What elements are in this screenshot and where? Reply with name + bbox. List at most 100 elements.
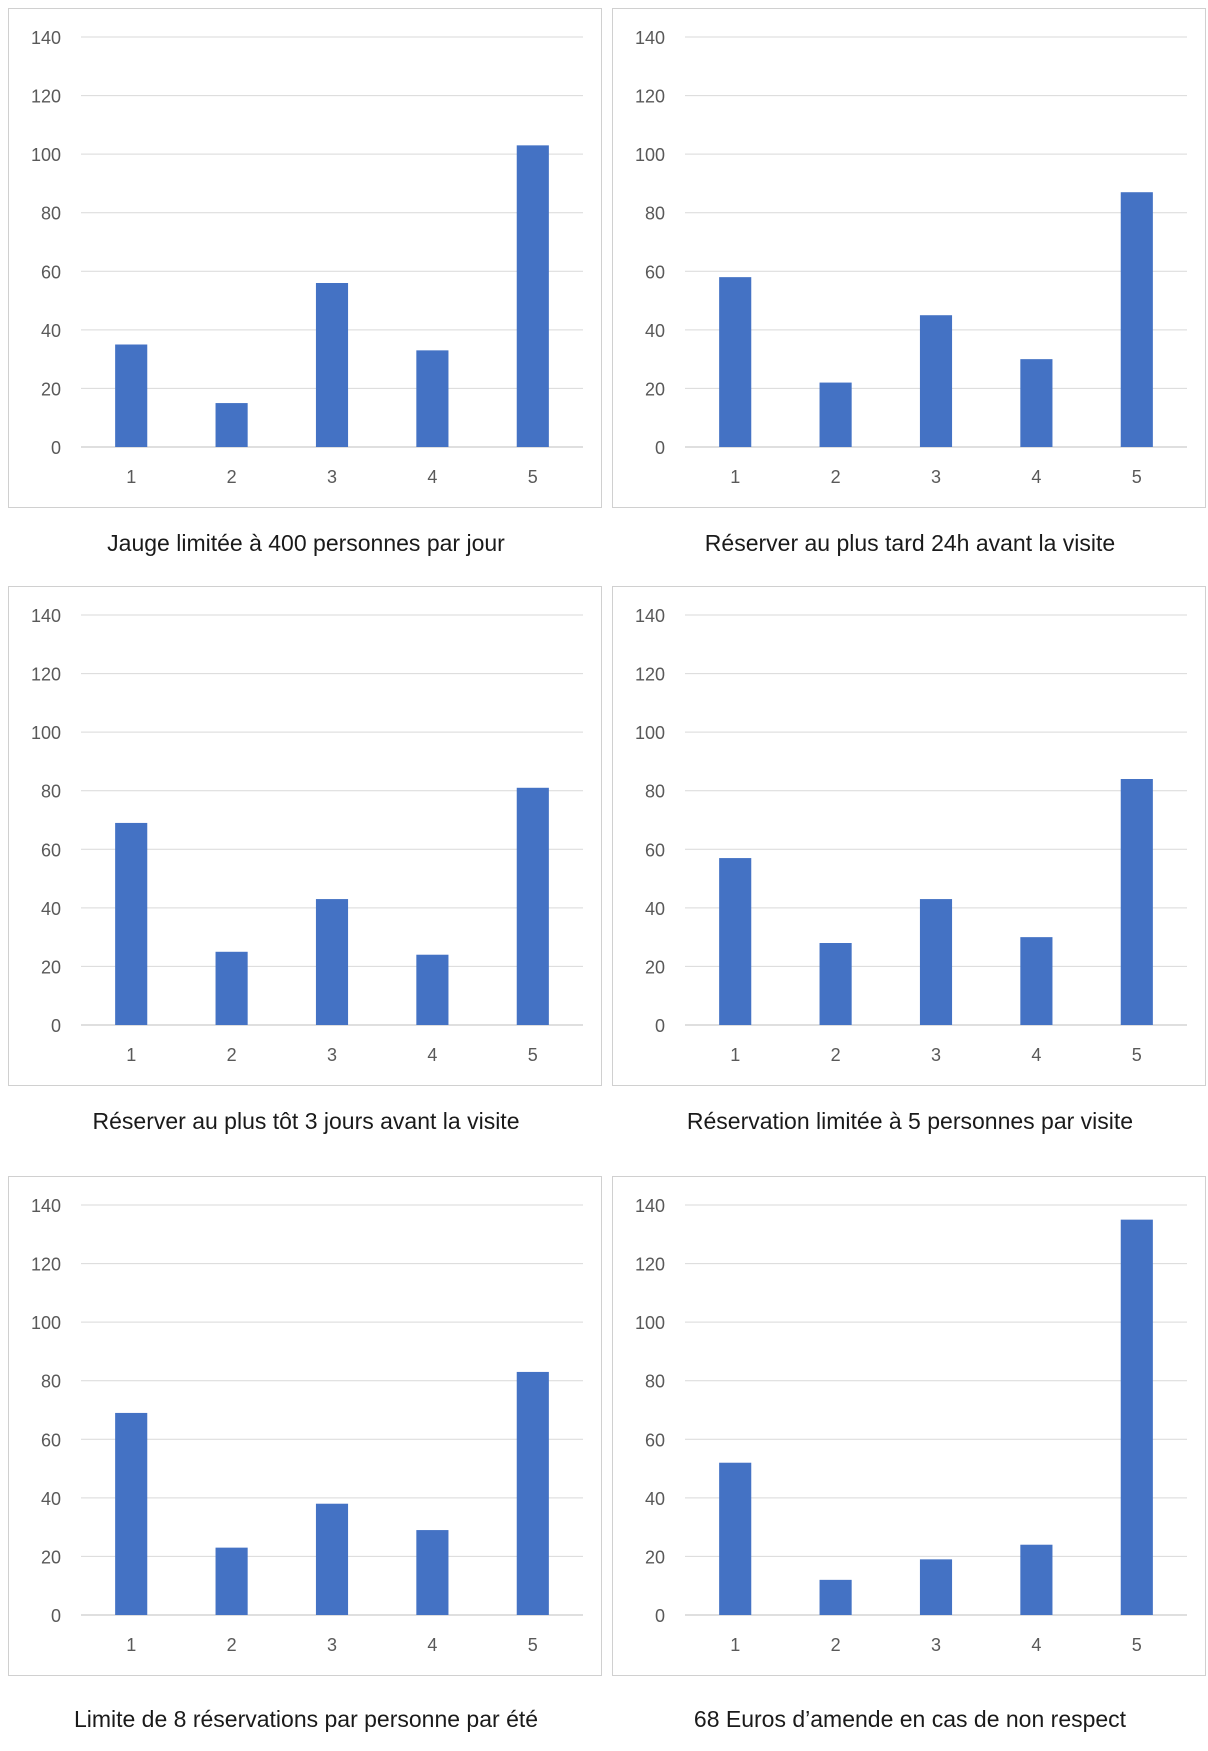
y-tick-label: 0 xyxy=(51,438,61,458)
x-tick-label: 1 xyxy=(730,467,740,487)
bar xyxy=(819,382,852,447)
bar xyxy=(115,344,148,447)
chart-6-caption: 68 Euros d’amende en cas de non respect xyxy=(693,1706,1127,1732)
chart-2-svg: 0 20 40 60 80 100 120 140 1 2 3 4 5 xyxy=(635,28,1187,487)
bar xyxy=(819,1579,852,1615)
chart-6: 0 20 40 60 80 100 120 140 1 2 3 4 5 xyxy=(612,1176,1206,1676)
chart-1-svg: 0 20 40 60 80 100 120 140 1 2 3 4 5 xyxy=(31,28,583,487)
y-tick-label: 60 xyxy=(645,840,665,860)
y-tick-label: 0 xyxy=(655,1606,665,1626)
bar xyxy=(516,1371,549,1615)
y-tick-label: 0 xyxy=(51,1606,61,1626)
x-tick-label: 2 xyxy=(227,467,237,487)
bar xyxy=(719,277,752,447)
bar xyxy=(919,899,953,1025)
y-tick-label: 60 xyxy=(41,262,61,282)
x-tick-label: 2 xyxy=(831,467,841,487)
y-tick-label: 80 xyxy=(645,204,665,224)
x-tick-label: 3 xyxy=(327,467,337,487)
bar xyxy=(416,350,449,447)
chart-5-caption: Limite de 8 réservations par personne pa… xyxy=(73,1706,539,1732)
x-tick-label: 2 xyxy=(227,1045,237,1065)
chart-6-svg: 0 20 40 60 80 100 120 140 1 2 3 4 5 xyxy=(635,1196,1187,1655)
bar xyxy=(115,822,148,1025)
x-tick-label: 1 xyxy=(126,1635,136,1655)
y-tick-label: 120 xyxy=(635,87,665,107)
bar xyxy=(1020,359,1053,447)
y-tick-label: 140 xyxy=(635,28,665,48)
y-tick-label: 120 xyxy=(635,665,665,685)
bar xyxy=(215,403,248,447)
bar xyxy=(215,951,248,1025)
y-tick-label: 60 xyxy=(645,262,665,282)
bar xyxy=(819,943,852,1025)
y-tick-label: 100 xyxy=(31,1313,61,1333)
x-tick-label: 5 xyxy=(1132,1635,1142,1655)
y-tick-label: 140 xyxy=(635,1196,665,1216)
y-tick-label: 100 xyxy=(31,723,61,743)
y-tick-label: 0 xyxy=(655,438,665,458)
y-tick-label: 100 xyxy=(31,145,61,165)
y-tick-label: 20 xyxy=(645,957,665,977)
x-tick-label: 3 xyxy=(931,1635,941,1655)
y-tick-label: 0 xyxy=(51,1016,61,1036)
y-tick-label: 60 xyxy=(41,1430,61,1450)
x-tick-label: 5 xyxy=(528,1045,538,1065)
x-tick-label: 4 xyxy=(1031,467,1041,487)
chart-5-svg: 0 20 40 60 80 100 120 140 1 2 3 4 5 xyxy=(31,1196,583,1655)
bar xyxy=(719,1462,752,1615)
bar xyxy=(516,787,549,1025)
x-tick-label: 4 xyxy=(1031,1635,1041,1655)
y-tick-label: 100 xyxy=(635,723,665,743)
x-tick-label: 5 xyxy=(1132,467,1142,487)
bar xyxy=(416,1530,449,1615)
y-tick-label: 40 xyxy=(41,899,61,919)
bar xyxy=(315,283,349,447)
bar xyxy=(1020,1544,1053,1615)
y-tick-label: 80 xyxy=(41,204,61,224)
y-tick-label: 40 xyxy=(645,321,665,341)
y-tick-label: 40 xyxy=(645,1489,665,1509)
y-tick-label: 120 xyxy=(31,1255,61,1275)
y-tick-label: 20 xyxy=(41,379,61,399)
y-tick-label: 20 xyxy=(645,379,665,399)
x-tick-label: 1 xyxy=(126,1045,136,1065)
chart-2-caption: Réserver au plus tard 24h avant la visit… xyxy=(704,530,1116,556)
y-tick-label: 0 xyxy=(655,1016,665,1036)
chart-5: 0 20 40 60 80 100 120 140 1 2 3 4 5 xyxy=(8,1176,602,1676)
x-tick-label: 3 xyxy=(327,1635,337,1655)
chart-4-svg: 0 20 40 60 80 100 120 140 1 2 3 4 5 xyxy=(635,606,1187,1065)
y-tick-label: 140 xyxy=(31,28,61,48)
y-tick-label: 120 xyxy=(31,665,61,685)
y-tick-label: 100 xyxy=(635,145,665,165)
bar xyxy=(315,899,349,1025)
x-tick-label: 3 xyxy=(931,467,941,487)
y-tick-label: 140 xyxy=(31,1196,61,1216)
y-tick-label: 60 xyxy=(41,840,61,860)
chart-3-svg: 0 20 40 60 80 100 120 140 1 2 3 4 5 xyxy=(31,606,583,1065)
chart-3-caption: Réserver au plus tôt 3 jours avant la vi… xyxy=(92,1108,520,1134)
y-tick-label: 120 xyxy=(31,87,61,107)
chart-1-caption: Jauge limitée à 400 personnes par jour xyxy=(107,530,505,556)
y-tick-label: 20 xyxy=(41,1547,61,1567)
bar xyxy=(1120,192,1153,447)
y-tick-label: 40 xyxy=(41,1489,61,1509)
x-tick-label: 2 xyxy=(831,1045,841,1065)
y-tick-label: 80 xyxy=(41,782,61,802)
bar xyxy=(516,145,549,447)
y-tick-label: 80 xyxy=(645,1372,665,1392)
y-tick-label: 40 xyxy=(645,899,665,919)
y-tick-label: 80 xyxy=(41,1372,61,1392)
x-tick-label: 4 xyxy=(427,467,437,487)
bar xyxy=(315,1503,349,1615)
y-tick-label: 80 xyxy=(645,782,665,802)
x-tick-label: 4 xyxy=(427,1045,437,1065)
x-tick-label: 5 xyxy=(528,467,538,487)
chart-3: 0 20 40 60 80 100 120 140 1 2 3 4 5 xyxy=(8,586,602,1086)
x-tick-label: 1 xyxy=(730,1045,740,1065)
y-tick-label: 20 xyxy=(645,1547,665,1567)
y-tick-label: 140 xyxy=(635,606,665,626)
x-tick-label: 3 xyxy=(931,1045,941,1065)
x-tick-label: 2 xyxy=(831,1635,841,1655)
x-tick-label: 2 xyxy=(227,1635,237,1655)
